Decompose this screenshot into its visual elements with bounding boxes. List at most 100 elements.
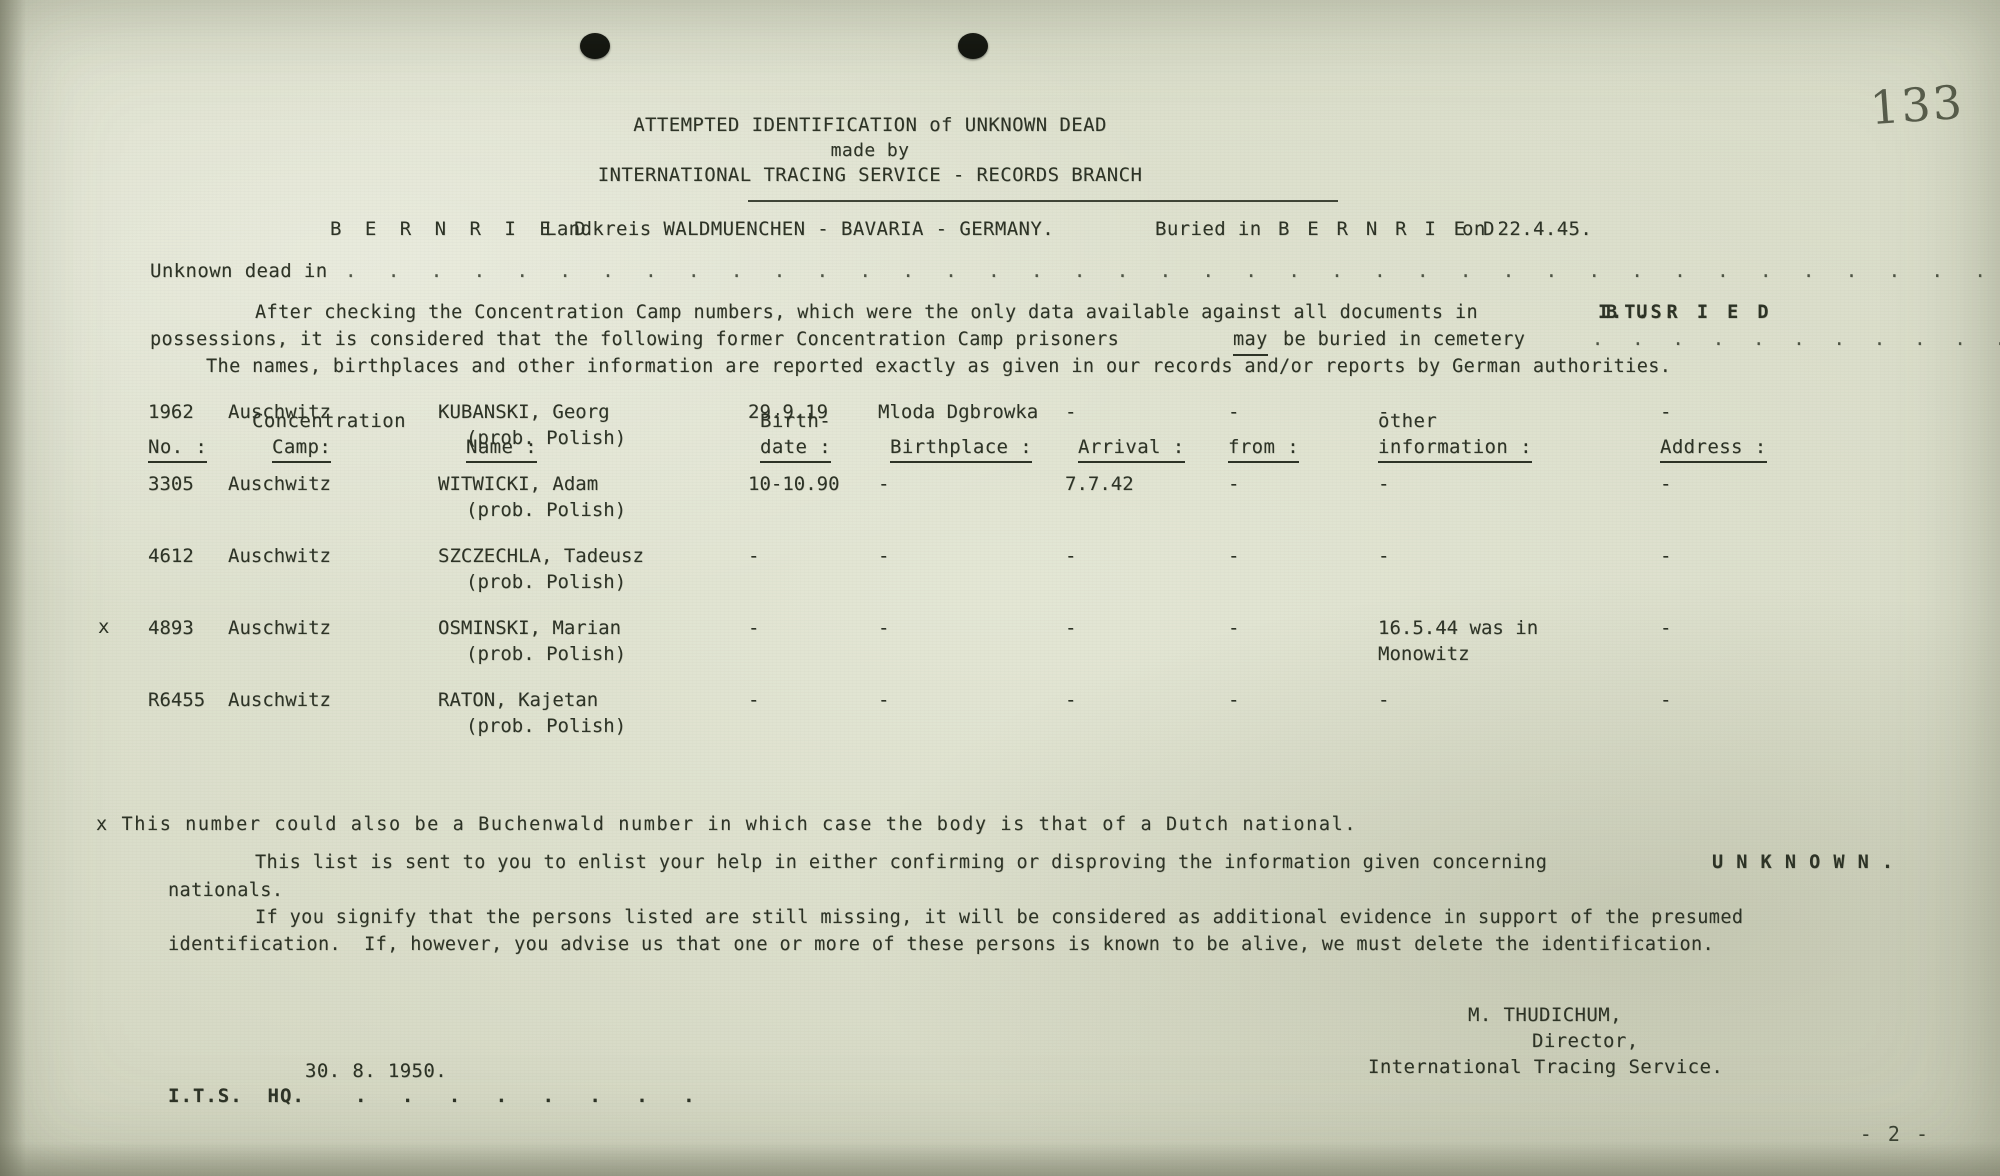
cell-no: 3305 (148, 473, 194, 495)
footnote-line-3: nationals. (168, 880, 284, 901)
header-birthplace: Birthplace : (890, 434, 1033, 463)
cell-other-information: - (1378, 688, 1389, 713)
cell-birthplace: - (878, 689, 890, 711)
name-primary: WITWICKI, Adam (438, 473, 599, 495)
intro-paragraph-2b: be buried in cemetery (1283, 329, 1526, 350)
cell-from: - (1228, 545, 1240, 567)
location-district: Landkreis WALDMUENCHEN - BAVARIA - GERMA… (545, 218, 1055, 240)
cell-no: 4893 (148, 617, 194, 639)
cell-no: R6455 (148, 689, 206, 711)
name-primary: SZCZECHLA, Tadeusz (438, 545, 644, 567)
cell-birthplace: - (878, 545, 890, 567)
other-primary: - (1378, 473, 1390, 495)
footnote-line-5: identification. If, however, you advise … (168, 934, 1715, 955)
cell-name: SZCZECHLA, Tadeusz (prob. Polish) (438, 544, 644, 595)
cell-no: 4612 (148, 545, 194, 567)
cell-no: 1962 (148, 401, 194, 423)
cell-camp: Auschwitz (228, 617, 331, 639)
table-row: 3305 Auschwitz 10-10.90 - 7.7.42 - - WITWICKI, … (0, 472, 2000, 544)
cell-arrival: 7.7.42 (1065, 473, 1134, 495)
cell-address: - (1660, 689, 1672, 711)
intro-emphasis-its: I.T.S. (1598, 302, 1677, 323)
cell-address: - (1660, 617, 1672, 639)
cell-birthplace: Mloda Dgbrowka (878, 401, 1039, 423)
cell-camp: Auschwitz (228, 473, 331, 495)
other-primary: 16.5.44 was in (1378, 617, 1539, 639)
stamp-dots: . . . . . . . . (355, 1085, 707, 1107)
signature-name: M. THUDICHUM, (1468, 1004, 1622, 1026)
name-nationality-note: (prob. Polish) (466, 427, 627, 449)
cell-from: - (1228, 689, 1240, 711)
name-nationality-note: (prob. Polish) (466, 571, 627, 593)
header-arrival: Arrival : (1078, 434, 1185, 463)
footnote-line-2: This list is sent to you to enlist your … (255, 852, 1548, 873)
cell-from: - (1228, 617, 1240, 639)
footnote-line-4: If you signify that the persons listed a… (255, 907, 1744, 928)
punch-hole-right (958, 33, 988, 59)
title-line-1: ATTEMPTED IDENTIFICATION of UNKNOWN DEAD (633, 114, 1107, 136)
cell-camp: Auschwitz (228, 689, 331, 711)
cell-birthdate: 29.9.19 (748, 401, 829, 423)
cell-camp: Auschwitz (228, 545, 331, 567)
other-primary: - (1378, 689, 1390, 711)
cell-name: OSMINSKI, Marian (prob. Polish) (438, 616, 626, 667)
cell-arrival: - (1065, 401, 1077, 423)
cell-address: - (1660, 401, 1672, 423)
footnote-x-note: x This number could also be a Buchenwald… (96, 814, 1358, 835)
cell-from: - (1228, 401, 1240, 423)
intro-paragraph-2a: possessions, it is considered that the f… (150, 329, 1120, 350)
header-name: Name : (466, 434, 538, 463)
cell-other-information: - (1378, 400, 1389, 425)
cell-birthplace: - (878, 617, 890, 639)
cell-address: - (1660, 545, 1672, 567)
cell-birthplace: - (878, 473, 890, 495)
header-address: Address : (1660, 434, 1767, 463)
cell-arrival: - (1065, 545, 1077, 567)
location-place: B E R N R I E D (330, 218, 592, 240)
header-camp: Camp: (272, 434, 332, 463)
footnote-emphasis-unknown: U N K N O W N . (1712, 852, 1895, 873)
name-primary: KUBANSKI, Georg (438, 401, 610, 423)
signature-title: Director, (1532, 1030, 1639, 1052)
cell-name: RATON, Kajetan (prob. Polish) (438, 688, 626, 739)
header-birth-top: Birth- (760, 410, 832, 432)
header-birthdate: date : (760, 434, 832, 463)
row-marker: x (98, 616, 110, 638)
name-nationality-note: (prob. Polish) (466, 715, 627, 737)
title-underline (748, 200, 1338, 202)
header-from: from : (1228, 434, 1300, 463)
punch-hole-left (580, 33, 610, 59)
cell-name: WITWICKI, Adam (prob. Polish) (438, 472, 626, 523)
buried-date: on 22.4.45. (1462, 218, 1593, 240)
cell-birthdate: 10-10.90 (748, 473, 840, 495)
intro-paragraph-3: The names, birthplaces and other informa… (206, 356, 1672, 377)
cell-birthdate: - (748, 689, 760, 711)
cell-address: - (1660, 473, 1672, 495)
cell-camp: Auschwitz (228, 401, 331, 423)
table-row: 4612 Auschwitz - - - - - SZCZECHLA, Tadeusz (pro… (0, 544, 2000, 616)
cell-other-information: - (1378, 472, 1389, 497)
cell-arrival: - (1065, 617, 1077, 639)
unknown-dead-label: Unknown dead in (150, 260, 328, 282)
header-other: information : (1378, 434, 1532, 463)
page-number: 133 (1868, 74, 1966, 136)
header-camp-top: Concentration (252, 410, 406, 432)
cell-other-information: - (1378, 544, 1389, 569)
other-secondary: Monowitz (1378, 643, 1470, 665)
title-line-2: made by (830, 140, 910, 161)
table-row: x 4893 Auschwitz - - - - - OSMINSKI, Marian (prob… (0, 616, 2000, 688)
cell-birthdate: - (748, 617, 760, 639)
other-primary: - (1378, 545, 1390, 567)
other-primary: - (1378, 401, 1390, 423)
table-row: 1962 Auschwitz 29.9.19 Mloda Dgbrowka - - - KUB… (0, 400, 2000, 472)
name-nationality-note: (prob. Polish) (466, 499, 627, 521)
cell-birthdate: - (748, 545, 760, 567)
stamp-office: I.T.S. HQ. (168, 1085, 305, 1107)
name-primary: RATON, Kajetan (438, 689, 599, 711)
intro-emphasis-buried: B U R I E D (1606, 302, 1773, 323)
footer-page-number: - 2 - (1859, 1122, 1930, 1146)
intro-emphasis-may: may (1233, 327, 1268, 356)
signature-org: International Tracing Service. (1368, 1056, 1724, 1078)
